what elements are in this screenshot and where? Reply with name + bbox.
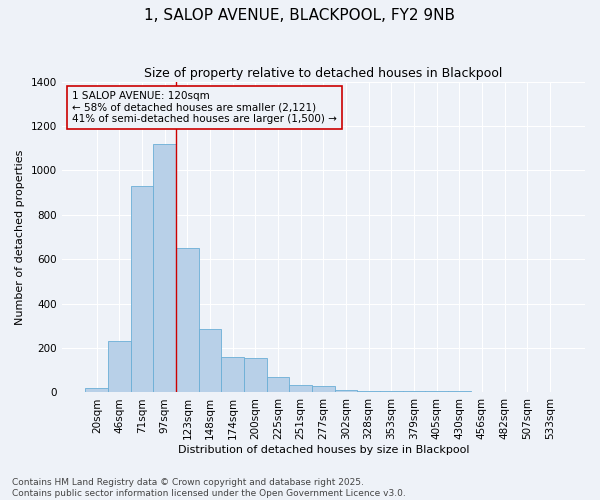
Bar [154,144,176,392]
X-axis label: Distribution of detached houses by size in Blackpool: Distribution of detached houses by size … [178,445,469,455]
Y-axis label: Number of detached properties: Number of detached properties [15,150,25,325]
Text: 1 SALOP AVENUE: 120sqm
← 58% of detached houses are smaller (2,121)
41% of semi-: 1 SALOP AVENUE: 120sqm ← 58% of detached… [72,91,337,124]
Bar [289,384,312,392]
Bar [244,358,266,392]
Bar [312,386,335,392]
Bar [108,342,131,392]
Bar [199,329,221,392]
Bar [85,388,108,392]
Bar [221,357,244,392]
Text: 1, SALOP AVENUE, BLACKPOOL, FY2 9NB: 1, SALOP AVENUE, BLACKPOOL, FY2 9NB [145,8,455,22]
Bar [335,390,358,392]
Bar [176,248,199,392]
Title: Size of property relative to detached houses in Blackpool: Size of property relative to detached ho… [144,68,503,80]
Text: Contains HM Land Registry data © Crown copyright and database right 2025.
Contai: Contains HM Land Registry data © Crown c… [12,478,406,498]
Bar [266,377,289,392]
Bar [131,186,154,392]
Bar [358,390,380,392]
